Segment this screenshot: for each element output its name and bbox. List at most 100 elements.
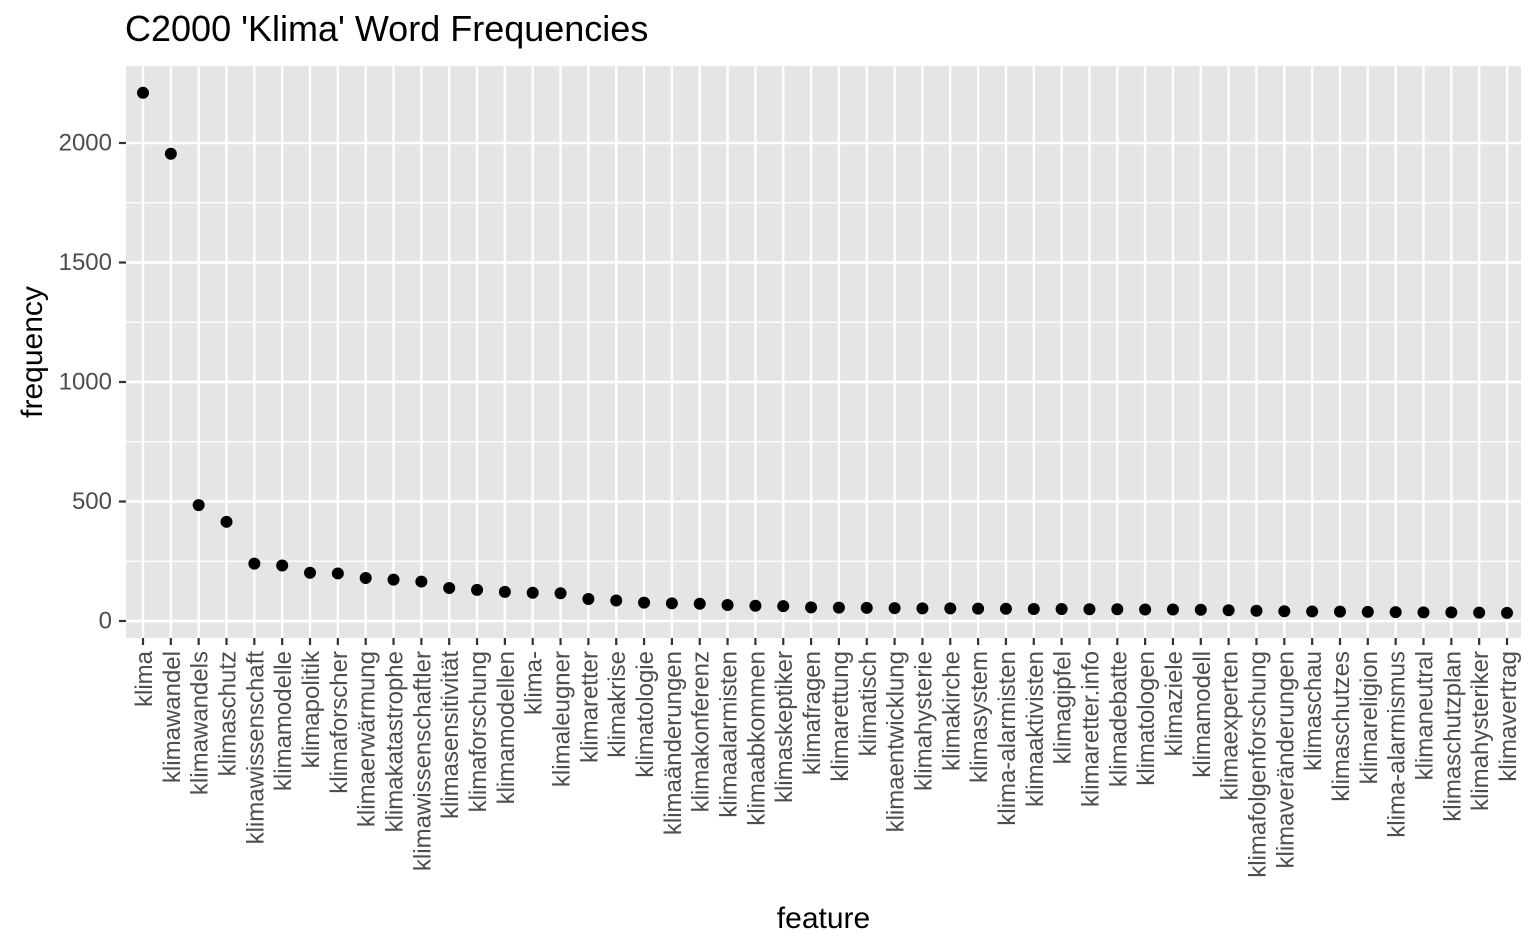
x-tick-label: klimaretter	[576, 651, 603, 763]
data-point	[192, 499, 205, 512]
data-point	[387, 573, 400, 586]
x-tick-label: klimaleugner	[549, 651, 576, 787]
x-tick-label: klimaveränderungen	[1272, 651, 1299, 868]
data-point	[1306, 605, 1319, 618]
data-point	[1389, 606, 1402, 619]
x-tick-label: klimaexperten	[1217, 651, 1244, 800]
x-tick-label: klima-	[521, 651, 548, 715]
x-tick-label: klimaskeptiker	[771, 651, 798, 803]
x-tick-label: klimaschutzplan	[1439, 651, 1466, 822]
data-point	[137, 86, 149, 99]
data-point	[1278, 605, 1291, 618]
x-tick-label: klimaerwärmung	[354, 651, 381, 827]
y-tick-label: 1000	[59, 369, 112, 396]
data-point	[721, 598, 734, 611]
data-point	[888, 602, 901, 615]
x-tick-label: klimaänderungen	[660, 651, 687, 835]
y-axis-label: frequency	[16, 286, 49, 418]
x-tick-label: klimadebatte	[1105, 651, 1132, 787]
x-tick-label: klimasystem	[966, 651, 993, 783]
data-point	[582, 593, 595, 606]
data-point	[276, 559, 289, 572]
x-tick-label: klimahysteriker	[1467, 651, 1494, 811]
x-axis: klima klimawandel klimawandels klimaschutz k…	[131, 638, 1522, 878]
x-tick-label: klimaschutz	[215, 651, 242, 776]
x-tick-label: klimaforscher	[326, 651, 353, 794]
x-tick-label: klimaschau	[1300, 651, 1327, 771]
data-point	[1445, 606, 1458, 619]
x-tick-label: klimatologie	[632, 651, 659, 778]
x-tick-label: klimaziele	[1161, 651, 1188, 756]
chart-title: C2000 'Klima' Word Frequencies	[125, 8, 649, 49]
data-point	[1194, 603, 1207, 616]
x-tick-label: klimaabkommen	[743, 651, 770, 826]
x-tick-label: klimapolitik	[298, 650, 325, 768]
major-gridlines	[126, 66, 1521, 638]
data-point	[1055, 603, 1068, 616]
y-tick-label: 1500	[59, 249, 112, 276]
x-tick-label: klimawandels	[187, 651, 214, 795]
x-tick-label: klimahysterie	[910, 651, 937, 791]
data-point	[638, 596, 651, 609]
data-point	[832, 601, 845, 614]
x-tick-label: klimaneutral	[1411, 651, 1438, 780]
data-point	[749, 599, 762, 612]
data-point	[1111, 603, 1124, 616]
x-tick-label: klimamodell	[1189, 651, 1216, 778]
x-tick-label: klimakirche	[938, 651, 965, 771]
x-tick-label: klimavertrag	[1495, 651, 1522, 782]
data-point	[805, 601, 818, 614]
x-tick-label: klimakatastrophe	[382, 651, 409, 832]
x-tick-label: klimaentwicklung	[883, 651, 910, 832]
y-tick-label: 2000	[59, 130, 112, 157]
x-tick-label: klima-alarmisten	[994, 651, 1021, 826]
data-point	[1333, 605, 1346, 618]
x-tick-label: klimakonferenz	[688, 651, 715, 812]
x-tick-label: klima	[131, 650, 158, 707]
x-tick-label: klimaaktivisten	[1022, 651, 1049, 807]
x-tick-label: klimawissenschaftler	[409, 651, 436, 871]
x-tick-label: klimamodelle	[270, 651, 297, 791]
data-point	[359, 571, 372, 584]
data-point	[248, 557, 261, 570]
data-point	[1417, 606, 1430, 619]
y-axis: 0 500 1000 1500 2000	[59, 130, 126, 635]
data-points	[137, 86, 1513, 619]
data-point	[972, 602, 985, 615]
data-point	[916, 602, 929, 615]
x-tick-label: klimawandel	[159, 651, 186, 783]
data-point	[944, 602, 957, 615]
data-point	[1250, 604, 1263, 617]
x-tick-label: klimatologen	[1133, 651, 1160, 786]
data-point	[1166, 603, 1179, 616]
data-point	[1473, 606, 1486, 619]
data-point	[554, 587, 567, 600]
data-point	[777, 600, 790, 613]
x-tick-label: klimaretter.info	[1077, 651, 1104, 807]
plot-panel	[126, 66, 1521, 638]
data-point	[693, 597, 706, 610]
data-point	[164, 147, 177, 160]
x-tick-label: klimatisch	[855, 651, 882, 756]
minor-gridlines	[126, 202, 1521, 562]
data-point	[1361, 605, 1374, 618]
data-point	[610, 594, 623, 607]
x-tick-label: klimagipfel	[1050, 651, 1077, 764]
x-tick-label: klimaforschung	[465, 651, 492, 812]
data-point	[498, 585, 511, 598]
data-point	[860, 601, 873, 614]
x-tick-label: klimafolgenforschung	[1244, 651, 1271, 878]
x-tick-label: klima-alarmismus	[1384, 651, 1411, 838]
y-tick-label: 500	[72, 488, 112, 515]
data-point	[999, 602, 1012, 615]
x-tick-label: klimarettung	[827, 651, 854, 782]
data-point	[471, 583, 484, 596]
data-point	[1222, 604, 1235, 617]
data-point	[415, 575, 428, 588]
x-tick-label: klimafragen	[799, 651, 826, 775]
x-tick-label: klimareligion	[1356, 651, 1383, 784]
data-point	[1501, 606, 1513, 619]
x-tick-label: klimaalarmisten	[716, 651, 743, 818]
data-point	[665, 597, 678, 610]
